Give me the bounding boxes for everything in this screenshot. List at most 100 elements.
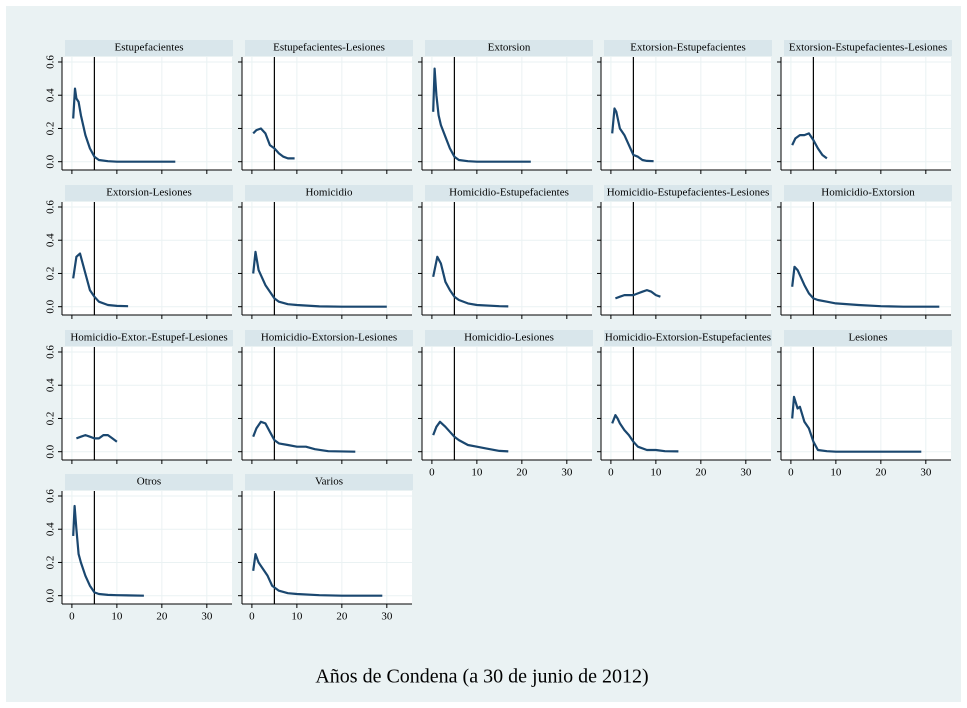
density-line <box>72 252 129 308</box>
y-tick-label: 0.4 <box>45 233 57 247</box>
y-tick-label: 0.4 <box>45 378 57 392</box>
strip <box>784 40 952 56</box>
strip <box>604 330 772 346</box>
density-line <box>252 127 295 160</box>
panel-title: Estupefacientes-Lesiones <box>273 42 385 54</box>
density-line <box>791 132 828 160</box>
plot-area <box>62 202 232 315</box>
y-tick-label: 0.6 <box>45 345 57 359</box>
x-tick-label: 10 <box>291 611 303 623</box>
x-axis-label: Años de Condena (a 30 de junio de 2012) <box>315 666 648 688</box>
strip <box>425 185 593 201</box>
x-tick-label: 0 <box>249 611 255 623</box>
strip <box>65 40 233 56</box>
x-tick-label: 30 <box>740 467 752 479</box>
x-tick-label: 0 <box>429 467 435 479</box>
panel-title: Homicidio-Extorsion-Estupefacientes <box>605 332 771 344</box>
plot-area <box>781 57 951 170</box>
density-line <box>252 553 383 597</box>
panel-title: Extorsion-Estupefacientes-Lesiones <box>789 42 947 54</box>
y-tick-label: 0.0 <box>45 588 57 602</box>
density-line <box>611 414 679 453</box>
x-tick-label: 10 <box>111 611 123 623</box>
strip <box>604 185 772 201</box>
x-tick-label: 10 <box>830 467 842 479</box>
strip <box>65 330 233 346</box>
strip <box>425 330 593 346</box>
strip <box>784 330 952 346</box>
density-line <box>252 250 387 308</box>
strip <box>245 330 413 346</box>
x-tick-label: 0 <box>788 467 794 479</box>
panel-title: Homicidio-Extor.-Estupef-Lesiones <box>70 332 227 344</box>
strip <box>784 185 952 201</box>
panel-title: Extorsion-Estupefacientes <box>630 42 745 54</box>
density-line <box>72 87 176 163</box>
panel-title: Homicidio-Extorsion <box>821 187 915 199</box>
density-line <box>76 434 118 443</box>
y-tick-label: 0.6 <box>45 55 57 69</box>
y-tick-label: 0.2 <box>45 556 57 570</box>
panel-title: Extorsion-Lesiones <box>106 187 192 199</box>
panel-title: Homicidio <box>305 187 353 199</box>
y-tick-label: 0.4 <box>45 88 57 102</box>
strip <box>245 474 413 490</box>
y-tick-label: 0.6 <box>45 200 57 214</box>
panel-title: Homicidio-Lesiones <box>464 332 554 344</box>
strip <box>604 40 772 56</box>
y-tick-label: 0.2 <box>45 412 57 426</box>
x-tick-label: 10 <box>471 467 483 479</box>
x-tick-label: 30 <box>920 467 932 479</box>
x-tick-label: 20 <box>695 467 707 479</box>
panel-title: Otros <box>137 476 161 488</box>
y-tick-label: 0.2 <box>45 267 57 281</box>
y-tick-label: 0.4 <box>45 522 57 536</box>
density-line <box>72 504 144 597</box>
x-tick-label: 20 <box>516 467 528 479</box>
plot-area <box>242 57 412 170</box>
density-line <box>252 420 356 453</box>
plot-area <box>242 202 412 315</box>
strip <box>245 40 413 56</box>
panel-title: Extorsion <box>488 42 531 54</box>
plot-area <box>422 347 592 460</box>
plot-area <box>601 347 771 460</box>
y-tick-label: 0.6 <box>45 489 57 503</box>
panel-title: Homicidio-Estupefacientes-Lesiones <box>607 187 770 199</box>
y-tick-label: 0.0 <box>45 299 57 313</box>
plot-area <box>422 202 592 315</box>
x-tick-label: 0 <box>69 611 75 623</box>
plot-area <box>242 491 412 604</box>
y-tick-label: 0.0 <box>45 154 57 168</box>
density-line <box>791 395 922 453</box>
strip <box>65 185 233 201</box>
plot-area <box>781 202 951 315</box>
strip <box>245 185 413 201</box>
density-line <box>791 265 940 308</box>
density-line <box>615 289 661 300</box>
plot-area <box>601 57 771 170</box>
plot-area <box>62 347 232 460</box>
x-tick-label: 20 <box>875 467 887 479</box>
x-tick-label: 20 <box>336 611 348 623</box>
strip <box>425 40 593 56</box>
strip <box>65 474 233 490</box>
panel-title: Homicidio-Extorsion-Lesiones <box>261 332 397 344</box>
plot-area <box>242 347 412 460</box>
x-tick-label: 0 <box>608 467 614 479</box>
x-tick-label: 30 <box>561 467 573 479</box>
density-line <box>611 107 654 163</box>
density-line <box>432 67 531 163</box>
plot-area <box>781 347 951 460</box>
x-tick-label: 30 <box>201 611 213 623</box>
x-tick-label: 10 <box>650 467 662 479</box>
density-line <box>432 420 509 453</box>
panel-title: Estupefacientes <box>114 42 183 54</box>
panel-title: Lesiones <box>848 332 887 344</box>
panel-title: Varios <box>315 476 343 488</box>
density-line <box>432 255 509 308</box>
panel-title: Homicidio-Estupefacientes <box>449 187 569 199</box>
y-tick-label: 0.0 <box>45 444 57 458</box>
x-tick-label: 30 <box>381 611 393 623</box>
